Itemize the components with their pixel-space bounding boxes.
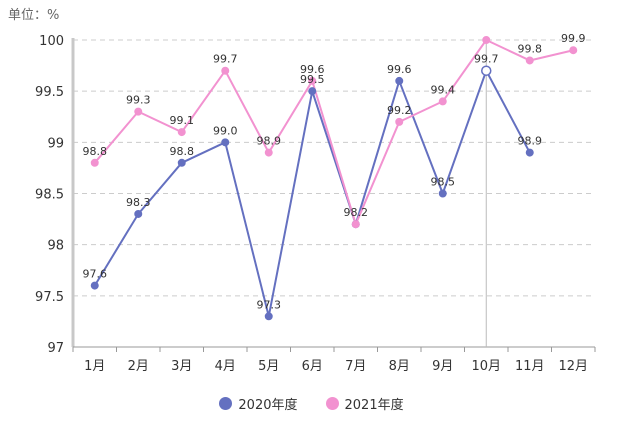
data-label: 99.1 [170, 114, 195, 127]
x-tick-label: 10月 [471, 359, 501, 374]
data-point[interactable] [395, 76, 404, 85]
data-point[interactable] [264, 312, 273, 321]
data-label: 98.5 [431, 176, 456, 189]
data-label: 99.6 [387, 63, 412, 76]
y-tick-label: 98 [47, 239, 64, 254]
data-point[interactable] [134, 209, 143, 218]
data-label: 99.0 [213, 124, 238, 137]
x-tick-label: 9月 [432, 359, 453, 374]
data-point[interactable] [308, 76, 317, 85]
data-point[interactable] [482, 36, 491, 44]
series-lines [90, 36, 578, 321]
legend-item-2021[interactable]: 2021年度 [325, 394, 404, 413]
y-tick-label: 99 [47, 136, 64, 151]
data-point[interactable] [308, 87, 317, 96]
x-tick-label: 11月 [515, 359, 545, 374]
series-line-1 [93, 39, 574, 226]
data-point[interactable] [221, 138, 230, 147]
data-label: 99.6 [300, 63, 325, 76]
data-point[interactable] [438, 97, 447, 106]
legend-label-2020: 2020年度 [238, 397, 298, 413]
line-chart: 97 97.5 98 98.5 99 99.5 100 1月 2月 3月 4月 5月 6月 7月 8月 9月… [35, 32, 596, 374]
data-point[interactable] [525, 56, 534, 65]
data-labels: 97.6 98.3 98.8 99.0 97.3 99.5 98.2 99.6 98.5 99.7… [83, 32, 586, 311]
data-label: 99.9 [561, 32, 586, 45]
data-point[interactable] [395, 117, 404, 126]
x-tick-label: 4月 [215, 359, 236, 374]
data-point[interactable] [351, 220, 360, 229]
data-point[interactable] [481, 65, 492, 76]
x-tick-label: 3月 [171, 359, 192, 374]
data-label: 98.3 [126, 196, 151, 209]
data-label: 99.4 [431, 83, 456, 96]
unit-label: 单位：% [8, 8, 60, 23]
data-point[interactable] [177, 128, 186, 137]
legend: 2020年度 2021年度 [0, 392, 623, 414]
data-label: 98.9 [257, 135, 282, 148]
y-tick-label: 98.5 [35, 188, 64, 203]
x-tick-label: 12月 [558, 359, 588, 374]
data-label: 98.9 [518, 135, 543, 148]
y-tick-label: 100 [39, 34, 64, 49]
data-label: 99.3 [126, 94, 151, 107]
data-label: 97.3 [257, 298, 282, 311]
y-axis: 97 97.5 98 98.5 99 99.5 100 [35, 34, 75, 356]
data-point[interactable] [90, 281, 99, 290]
x-tick-label: 1月 [84, 359, 105, 374]
y-tick-label: 97 [47, 341, 64, 356]
data-label: 99.8 [518, 42, 543, 55]
data-point[interactable] [221, 66, 230, 75]
legend-swatch-2021 [325, 396, 339, 410]
data-point[interactable] [264, 148, 273, 157]
x-tick-label: 6月 [302, 359, 323, 374]
data-point[interactable] [438, 189, 447, 198]
x-tick-label: 7月 [345, 359, 366, 374]
data-label: 99.2 [387, 104, 412, 117]
data-label: 98.2 [344, 206, 369, 219]
x-tick-label: 2月 [128, 359, 149, 374]
data-label: 99.7 [474, 53, 499, 66]
legend-swatch-2020 [219, 396, 233, 410]
data-label: 97.6 [83, 268, 108, 281]
grid-lines [73, 39, 595, 297]
y-tick-label: 99.5 [35, 85, 64, 100]
y-tick-label: 97.5 [35, 290, 64, 305]
legend-item-2020[interactable]: 2020年度 [219, 394, 298, 413]
data-point[interactable] [134, 107, 143, 116]
data-label: 99.7 [213, 53, 238, 66]
data-label: 99.5 [300, 73, 325, 86]
x-axis: 1月 2月 3月 4月 5月 6月 7月 8月 9月 10月 11月 12月 [72, 346, 596, 374]
data-point[interactable] [90, 158, 99, 167]
x-tick-label: 8月 [389, 359, 410, 374]
data-point[interactable] [177, 158, 186, 167]
data-point[interactable] [525, 148, 534, 157]
data-point[interactable] [569, 46, 578, 55]
data-label: 98.8 [170, 145, 195, 158]
x-tick-label: 5月 [258, 359, 279, 374]
legend-label-2021: 2021年度 [344, 397, 404, 413]
data-label: 98.8 [83, 145, 108, 158]
